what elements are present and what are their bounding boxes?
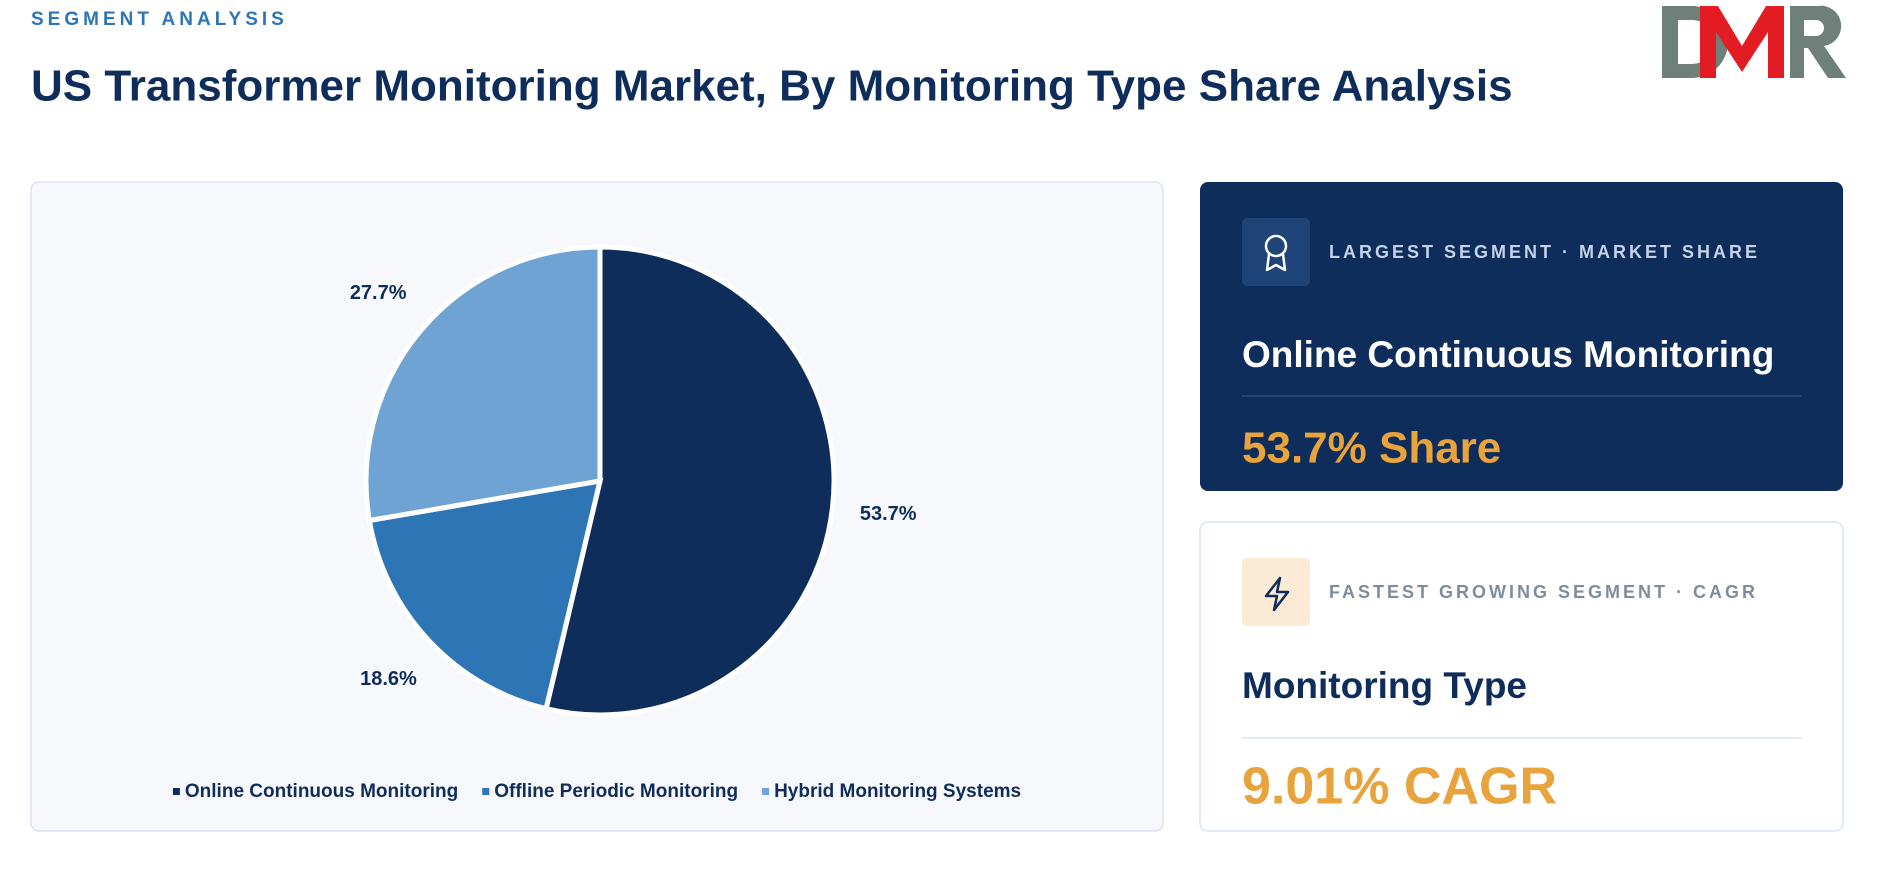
data-label: 18.6%: [360, 668, 417, 690]
legend: Online Continuous Monitoring Offline Peri…: [172, 781, 1021, 802]
pie-slice: [366, 477, 604, 712]
kicker: SEGMENT ANALYSIS: [31, 9, 288, 30]
legend-label: Hybrid Monitoring Systems: [774, 781, 1021, 802]
card-label: LARGEST SEGMENT · MARKET SHARE: [1329, 242, 1760, 262]
card-name: Monitoring Type: [1242, 665, 1527, 706]
data-label: 27.7%: [350, 282, 407, 304]
card-label: FASTEST GROWING SEGMENT · CAGR: [1329, 582, 1758, 602]
card: [1199, 521, 1844, 832]
pie: 53.7% 18.6% 27.7%: [350, 244, 917, 718]
card: [1200, 182, 1843, 491]
pie-slice: [363, 244, 603, 524]
legend-marker: [482, 788, 490, 795]
pie-slice: [543, 244, 837, 718]
legend-label: Online Continuous Monitoring: [185, 781, 458, 802]
bolt-icon: [1264, 576, 1290, 612]
card-metric: 9.01% CAGR: [1242, 758, 1557, 816]
award-icon: [1264, 234, 1288, 272]
icon-box: [1242, 218, 1310, 286]
legend-label: Offline Periodic Monitoring: [494, 781, 738, 802]
card-name: Online Continuous Monitoring: [1242, 334, 1774, 375]
page-title: US Transformer Monitoring Market, By Mon…: [31, 62, 1513, 111]
data-label: 53.7%: [860, 503, 917, 525]
legend-marker: [172, 788, 180, 795]
legend-marker: [762, 788, 770, 795]
card-metric: 53.7% Share: [1242, 424, 1501, 473]
logo: [1662, 5, 1846, 79]
